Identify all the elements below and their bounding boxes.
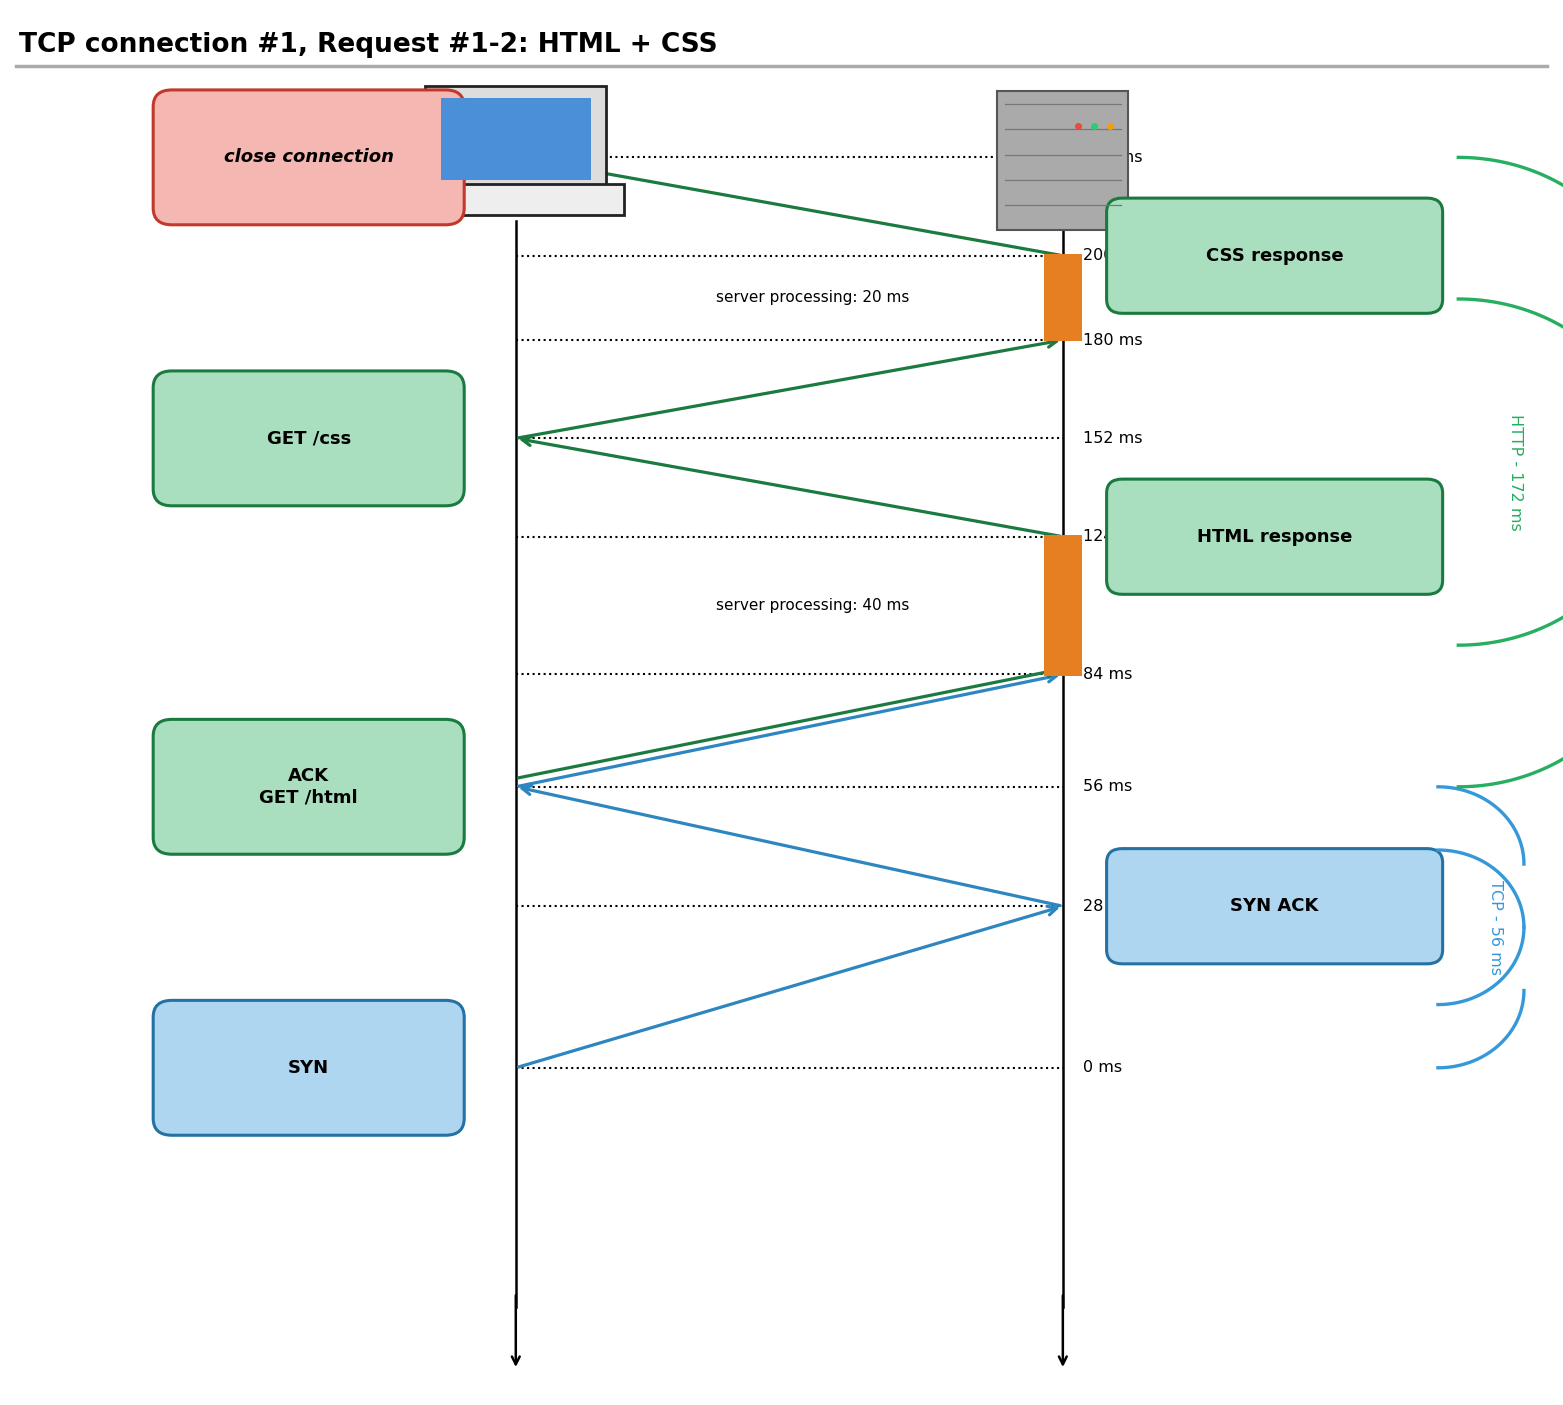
Text: 152 ms: 152 ms — [1083, 431, 1143, 445]
FancyBboxPatch shape — [1044, 254, 1082, 341]
Text: TCP - 56 ms: TCP - 56 ms — [1488, 880, 1504, 975]
Text: server processing: 40 ms: server processing: 40 ms — [716, 599, 910, 613]
FancyBboxPatch shape — [1107, 479, 1443, 594]
FancyBboxPatch shape — [153, 371, 464, 506]
FancyBboxPatch shape — [1107, 198, 1443, 313]
Text: 180 ms: 180 ms — [1083, 333, 1143, 347]
Text: 28 ms: 28 ms — [1083, 899, 1133, 913]
Text: Server: Server — [1030, 90, 1096, 110]
Text: SYN: SYN — [288, 1059, 330, 1076]
Text: Client: Client — [488, 90, 544, 110]
FancyBboxPatch shape — [153, 1000, 464, 1135]
FancyBboxPatch shape — [997, 91, 1128, 230]
Text: 124 ms: 124 ms — [1083, 530, 1143, 544]
Text: 56 ms: 56 ms — [1083, 780, 1133, 794]
FancyBboxPatch shape — [408, 184, 624, 215]
Text: 84 ms: 84 ms — [1083, 667, 1133, 681]
Text: TCP connection #1, Request #1-2: HTML + CSS: TCP connection #1, Request #1-2: HTML + … — [19, 32, 717, 59]
Text: CSS response: CSS response — [1205, 247, 1344, 264]
FancyBboxPatch shape — [1107, 849, 1443, 964]
Text: HTTP - 172 ms: HTTP - 172 ms — [1508, 413, 1524, 531]
Text: SYN ACK: SYN ACK — [1230, 898, 1319, 915]
Text: ACK
GET /html: ACK GET /html — [259, 767, 358, 806]
FancyBboxPatch shape — [441, 98, 591, 180]
FancyBboxPatch shape — [153, 719, 464, 854]
Text: 200 ms: 200 ms — [1083, 249, 1143, 263]
Text: GET /css: GET /css — [267, 430, 350, 447]
Text: close connection: close connection — [224, 149, 394, 166]
FancyBboxPatch shape — [1044, 535, 1082, 676]
Text: HTML response: HTML response — [1197, 528, 1352, 545]
FancyBboxPatch shape — [153, 90, 464, 225]
Text: server processing: 20 ms: server processing: 20 ms — [716, 291, 910, 305]
Text: 228 ms: 228 ms — [1083, 150, 1143, 164]
FancyBboxPatch shape — [425, 86, 606, 192]
Text: 0 ms: 0 ms — [1083, 1061, 1122, 1075]
